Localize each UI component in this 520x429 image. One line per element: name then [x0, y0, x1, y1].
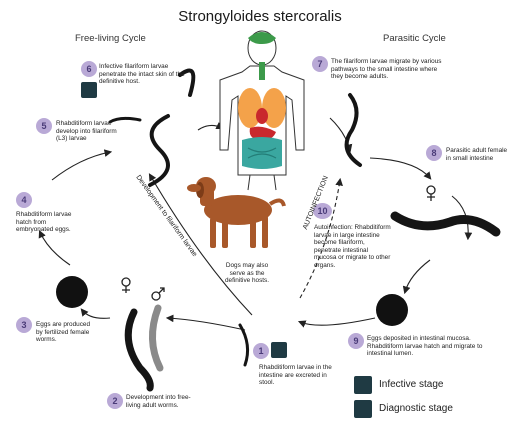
step-9-caption: Eggs deposited in intestinal mucosa. Rha…	[367, 335, 483, 358]
step-3-number: 3	[16, 317, 32, 333]
legend-biohazard-icon	[354, 376, 372, 394]
cycle-arrows	[38, 117, 473, 331]
sex-symbols	[121, 185, 436, 301]
step-1-caption: Rhabditiform larvae in the intestine are…	[259, 364, 332, 387]
legend-microscope-icon	[354, 400, 372, 418]
step-7-caption: The filariform larvae migrate by various…	[331, 58, 442, 81]
diagram-title: Strongyloides stercoralis	[178, 8, 342, 25]
free-living-cycle-label: Free-living Cycle	[75, 33, 146, 44]
dog	[187, 177, 286, 248]
biohazard-icon	[81, 82, 97, 98]
dogs-note: Dogs may also serve as the definitive ho…	[224, 262, 270, 285]
step-1-number: 1	[253, 343, 269, 359]
step-5-caption: Rhabditiform larvae develop into filarif…	[56, 120, 117, 143]
step-10-number: 10	[313, 203, 332, 219]
step-3-caption: Eggs are produced by fertilized female w…	[36, 321, 91, 344]
legend-diagnostic-label: Diagnostic stage	[379, 403, 453, 414]
step-9-number: 9	[348, 333, 364, 349]
step-10-caption: Autoinfection: Rhabditiform larvae in la…	[314, 224, 391, 269]
step-2-number: 2	[107, 393, 123, 409]
larvae	[108, 68, 501, 392]
step-7-number: 7	[312, 56, 328, 72]
step-4-number: 4	[16, 192, 32, 208]
step-8-caption: Parasitic adult female in small intestin…	[446, 147, 508, 162]
step-5-number: 5	[36, 118, 52, 134]
microscope-icon	[271, 342, 287, 358]
step-2-caption: Development into free-living adult worms…	[126, 394, 191, 409]
human-body	[219, 30, 305, 191]
parasitic-cycle-label: Parasitic Cycle	[383, 33, 446, 44]
step-6-number: 6	[81, 61, 97, 77]
step-4-caption: Rhabditiform larvae hatch from embryonat…	[16, 211, 72, 234]
step-8-number: 8	[426, 145, 442, 161]
legend-infective-label: Infective stage	[379, 379, 444, 390]
step-6-caption: Infective filariform larvae penetrate th…	[99, 63, 185, 86]
egg-clusters	[56, 276, 408, 326]
